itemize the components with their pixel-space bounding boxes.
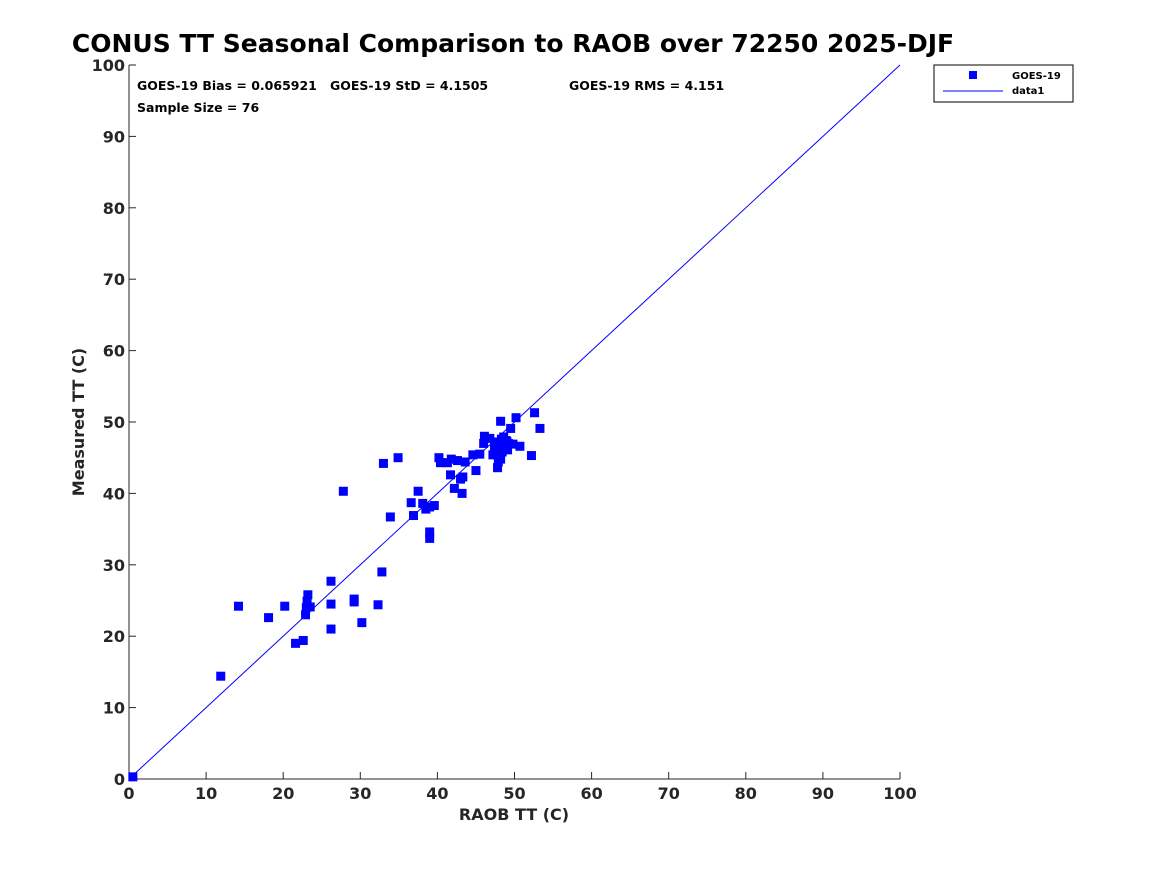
- chart-title: CONUS TT Seasonal Comparison to RAOB ove…: [72, 29, 954, 58]
- data-point: [457, 488, 467, 498]
- data-point: [501, 436, 511, 446]
- data-point: [435, 458, 445, 468]
- data-point: [515, 441, 525, 451]
- data-point: [264, 613, 274, 623]
- data-point: [357, 618, 367, 628]
- x-tick-label: 90: [812, 784, 834, 803]
- x-tick-label: 0: [123, 784, 134, 803]
- data-point: [326, 599, 336, 609]
- y-axis-label: Measured TT (C): [69, 348, 88, 496]
- data-point: [508, 439, 518, 449]
- x-tick-label: 70: [658, 784, 680, 803]
- y-tick-label: 40: [103, 484, 125, 503]
- legend-box: [933, 64, 1074, 103]
- legend-marker-icon: [969, 71, 977, 79]
- data-point: [291, 638, 301, 648]
- sample-size-annotation: Sample Size = 76: [137, 100, 259, 115]
- y-tick-label: 90: [103, 127, 125, 146]
- data-point: [425, 533, 435, 543]
- x-tick-label: 10: [195, 784, 217, 803]
- data-point: [406, 498, 416, 508]
- plot-area: 0 10 20 30 40 50 60 70 80 90 100 0 10 20 30 40 50 60 70 80…: [92, 56, 917, 803]
- data-point: [446, 470, 456, 480]
- data-point: [303, 590, 313, 600]
- data-point: [393, 453, 403, 463]
- data-point: [496, 416, 506, 426]
- data-point: [490, 437, 500, 447]
- rms-annotation: GOES-19 RMS = 4.151: [569, 78, 724, 93]
- x-ticks: 0 10 20 30 40 50 60 70 80 90 100: [123, 772, 917, 803]
- data-point: [216, 671, 226, 681]
- data-point: [298, 635, 308, 645]
- data-point: [373, 600, 383, 610]
- x-tick-label: 40: [426, 784, 448, 803]
- data-point: [506, 423, 516, 433]
- data-point: [326, 576, 336, 586]
- x-axis-label: RAOB TT (C): [459, 805, 569, 824]
- data-point: [479, 438, 489, 448]
- data-point: [458, 472, 468, 482]
- y-tick-label: 0: [114, 770, 125, 789]
- data-point: [338, 486, 348, 496]
- data-point: [479, 431, 489, 441]
- legend-label-goes19: GOES-19: [1012, 71, 1061, 82]
- y-tick-label: 70: [103, 270, 125, 289]
- x-tick-label: 60: [580, 784, 602, 803]
- data-point: [408, 511, 418, 521]
- y-tick-label: 20: [103, 627, 125, 646]
- data-point: [503, 445, 513, 455]
- bias-annotation: GOES-19 Bias = 0.065921: [137, 78, 317, 93]
- data-point: [468, 450, 478, 460]
- y-tick-label: 100: [92, 56, 125, 75]
- x-tick-label: 30: [349, 784, 371, 803]
- data-point: [452, 456, 462, 466]
- data-point: [475, 449, 485, 459]
- data-point: [302, 596, 312, 606]
- data-point: [425, 527, 435, 537]
- data-point: [434, 453, 444, 463]
- data-point: [349, 597, 359, 607]
- std-annotation: GOES-19 StD = 4.1505: [330, 78, 488, 93]
- data-point: [425, 502, 435, 512]
- data-point: [511, 413, 521, 423]
- data-point: [446, 454, 456, 464]
- legend-label-data1: data1: [1012, 86, 1044, 97]
- x-tick-label: 100: [883, 784, 916, 803]
- data-point: [128, 772, 138, 782]
- data-points: [128, 408, 545, 782]
- data-point: [496, 454, 506, 464]
- data-point: [429, 501, 439, 511]
- data-point: [385, 512, 395, 522]
- data-point: [378, 458, 388, 468]
- data-point: [377, 567, 387, 577]
- x-tick-label: 50: [503, 784, 525, 803]
- y-tick-label: 60: [103, 342, 125, 361]
- x-tick-label: 20: [272, 784, 294, 803]
- data-point: [301, 610, 311, 620]
- data-point: [485, 433, 495, 443]
- y-tick-label: 10: [103, 699, 125, 718]
- data-point: [535, 423, 545, 433]
- data-point: [233, 601, 243, 611]
- data-point: [449, 483, 459, 493]
- data-point: [491, 446, 501, 456]
- y-tick-label: 30: [103, 556, 125, 575]
- data-point: [418, 498, 428, 508]
- data-point: [460, 457, 470, 467]
- data-point: [305, 602, 315, 612]
- data-point: [413, 486, 423, 496]
- y-ticks: 0 10 20 30 40 50 60 70 80 90 100: [92, 56, 136, 789]
- data-point: [493, 463, 503, 473]
- y-tick-label: 80: [103, 199, 125, 218]
- data-point: [530, 408, 540, 418]
- data-point: [280, 601, 290, 611]
- legend: GOES-19 data1: [933, 64, 1074, 103]
- data-point: [471, 466, 481, 476]
- x-tick-label: 80: [735, 784, 757, 803]
- data-point: [526, 451, 536, 461]
- y-tick-label: 50: [103, 413, 125, 432]
- data-point: [326, 624, 336, 634]
